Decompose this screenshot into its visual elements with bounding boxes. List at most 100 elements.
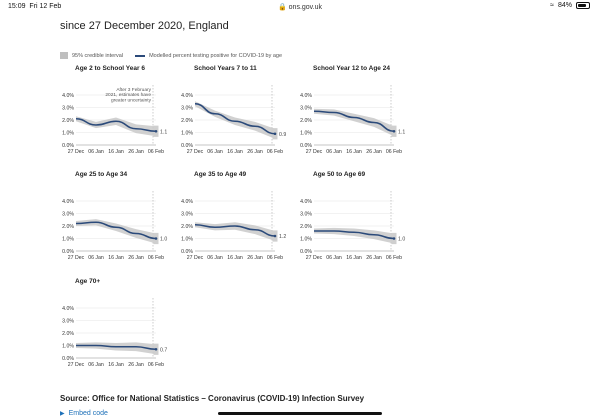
x-tick-label: 16 Jan xyxy=(108,362,124,368)
y-tick-label: 0.0% xyxy=(300,249,312,255)
x-tick-label: 27 Dec xyxy=(68,362,85,368)
x-tick-label: 27 Dec xyxy=(187,255,204,261)
end-point xyxy=(273,132,277,136)
y-tick-label: 3.0% xyxy=(181,212,193,218)
ci-legend-label: 95% credible interval xyxy=(72,52,124,59)
end-point xyxy=(154,237,158,240)
y-tick-label: 1.0% xyxy=(181,237,193,243)
x-tick-label: 16 Jan xyxy=(346,149,362,155)
chart-panel-age-2-to-year-6: Age 2 to School Year 6 0.0% 1.0% 2.0% 3.0% 4… xyxy=(60,65,176,169)
y-tick-label: 4.0% xyxy=(300,93,312,99)
embed-code-label: Embed code xyxy=(68,410,108,417)
x-tick-label: 26 Jan xyxy=(247,149,263,155)
y-tick-label: 4.0% xyxy=(62,93,74,99)
x-tick-label: 16 Jan xyxy=(346,255,362,261)
panel-title: Age 25 to Age 34 xyxy=(75,171,128,178)
source-note: Source: Office for National Statistics –… xyxy=(60,394,365,403)
x-tick-label: 06 Feb xyxy=(386,149,402,155)
end-value-label: 0.7 xyxy=(160,347,167,353)
end-point xyxy=(154,347,158,351)
x-tick-label: 26 Jan xyxy=(128,362,144,368)
annotation-line: 2021, estimates have xyxy=(105,92,151,98)
y-tick-label: 3.0% xyxy=(300,106,312,112)
chart-svg: 0.0% 1.0% 2.0% 3.0% 4.0% 27 Dec 06 Jan 16 Jan 26… xyxy=(62,191,167,261)
series-line xyxy=(76,344,157,351)
end-value-label: 1.1 xyxy=(398,129,405,135)
y-tick-label: 2.0% xyxy=(62,331,74,337)
x-tick-label: 06 Feb xyxy=(267,255,283,261)
credible-interval-band xyxy=(76,116,156,137)
y-tick-label: 0.0% xyxy=(62,249,74,255)
panel-title: School Year 12 to Age 24 xyxy=(313,65,390,72)
end-value-label: 1.0 xyxy=(398,237,405,243)
x-tick-label: 06 Jan xyxy=(88,362,104,368)
battery-percent: 84% xyxy=(557,2,572,9)
chart-svg: 0.0% 1.0% 2.0% 3.0% 4.0% 27 Dec 06 Jan 16 Jan 26… xyxy=(300,85,405,155)
url-display[interactable]: 🔒 ons.gov.uk xyxy=(0,3,600,11)
battery-icon xyxy=(576,2,590,9)
line-swatch xyxy=(135,54,146,57)
series-line xyxy=(194,223,276,237)
x-tick-label: 06 Jan xyxy=(88,255,104,261)
end-value-label: 1.2 xyxy=(279,234,286,240)
credible-interval-band xyxy=(314,108,394,137)
wifi-icon: ≈ xyxy=(550,2,554,9)
y-tick-label: 2.0% xyxy=(181,224,193,230)
end-value-label: 0.9 xyxy=(279,132,286,138)
series-line xyxy=(313,110,395,133)
x-tick-label: 16 Jan xyxy=(227,255,243,261)
annotation-line: After 3 February xyxy=(116,87,151,93)
y-tick-label: 4.0% xyxy=(300,199,312,205)
chart-svg: 0.0% 1.0% 2.0% 3.0% 4.0% 27 Dec 06 Jan 16 Jan 26… xyxy=(181,191,286,261)
y-tick-label: 4.0% xyxy=(62,306,74,312)
time-text: 15:09 xyxy=(8,3,26,10)
y-tick-label: 1.0% xyxy=(62,344,74,350)
end-point xyxy=(392,129,396,133)
y-tick-label: 3.0% xyxy=(300,212,312,218)
end-point xyxy=(392,237,396,240)
y-tick-label: 2.0% xyxy=(300,118,312,124)
home-indicator xyxy=(218,412,382,415)
panel-title: Age 50 to Age 69 xyxy=(313,171,366,178)
y-tick-label: 3.0% xyxy=(62,319,74,325)
chart-svg: 0.0% 1.0% 2.0% 3.0% 4.0% 27 Dec 06 Jan 16 Jan 26… xyxy=(181,85,286,155)
status-bar: 15:09 Fri 12 Feb 🔒 ons.gov.uk ≈ 84% xyxy=(0,0,600,14)
x-tick-label: 27 Dec xyxy=(68,255,85,261)
x-tick-label: 16 Jan xyxy=(108,255,124,261)
end-value-label: 1.1 xyxy=(160,129,167,135)
chart-panel-age-25-to-34: Age 25 to Age 34 0.0% 1.0% 2.0% 3.0% 4.0% 27 … xyxy=(60,171,176,275)
chart-panel-age-35-to-49: Age 35 to Age 49 0.0% 1.0% 2.0% 3.0% 4.0% 27 … xyxy=(179,171,295,275)
panel-title: School Years 7 to 11 xyxy=(194,65,257,72)
x-tick-label: 06 Feb xyxy=(148,255,164,261)
y-tick-label: 1.0% xyxy=(181,131,193,137)
x-tick-label: 27 Dec xyxy=(306,149,323,155)
series-line xyxy=(314,230,395,240)
y-tick-label: 0.0% xyxy=(181,249,193,255)
embed-code-link[interactable]: ▶ Embed code xyxy=(60,410,108,417)
y-tick-label: 3.0% xyxy=(62,106,74,112)
chart-svg: 0.0% 1.0% 2.0% 3.0% 4.0% 27 Dec 06 Jan 16 Jan 26… xyxy=(300,191,405,261)
x-tick-label: 27 Dec xyxy=(68,149,85,155)
x-tick-label: 06 Feb xyxy=(386,255,402,261)
uncertainty-annotation: After 3 February 2021, estimates have grea… xyxy=(105,87,151,103)
x-tick-label: 27 Dec xyxy=(187,149,204,155)
panel-title: Age 70+ xyxy=(75,278,101,285)
y-tick-label: 0.0% xyxy=(62,356,74,362)
end-value-label: 1.0 xyxy=(160,237,167,243)
x-tick-label: 06 Feb xyxy=(148,362,164,368)
end-point xyxy=(154,129,158,133)
series-line xyxy=(75,221,157,240)
y-tick-label: 3.0% xyxy=(62,212,74,218)
y-tick-label: 2.0% xyxy=(300,224,312,230)
chart-svg: 0.0% 1.0% 2.0% 3.0% 4.0% 27 Dec 06 Jan 16 Jan 26… xyxy=(62,298,167,368)
x-tick-label: 16 Jan xyxy=(227,149,243,155)
lock-icon: 🔒 xyxy=(277,4,287,11)
y-tick-label: 3.0% xyxy=(181,106,193,112)
chart-panel-year-12-to-24: School Year 12 to Age 24 0.0% 1.0% 2.0% 3.0… xyxy=(298,65,414,169)
ci-swatch xyxy=(60,52,68,59)
x-tick-label: 26 Jan xyxy=(366,149,382,155)
x-tick-label: 26 Jan xyxy=(247,255,263,261)
chart-svg: 0.0% 1.0% 2.0% 3.0% 4.0% 27 Dec 06 Jan 16 Jan 26… xyxy=(62,85,167,155)
x-tick-label: 06 Jan xyxy=(207,255,223,261)
x-tick-label: 16 Jan xyxy=(108,149,124,155)
